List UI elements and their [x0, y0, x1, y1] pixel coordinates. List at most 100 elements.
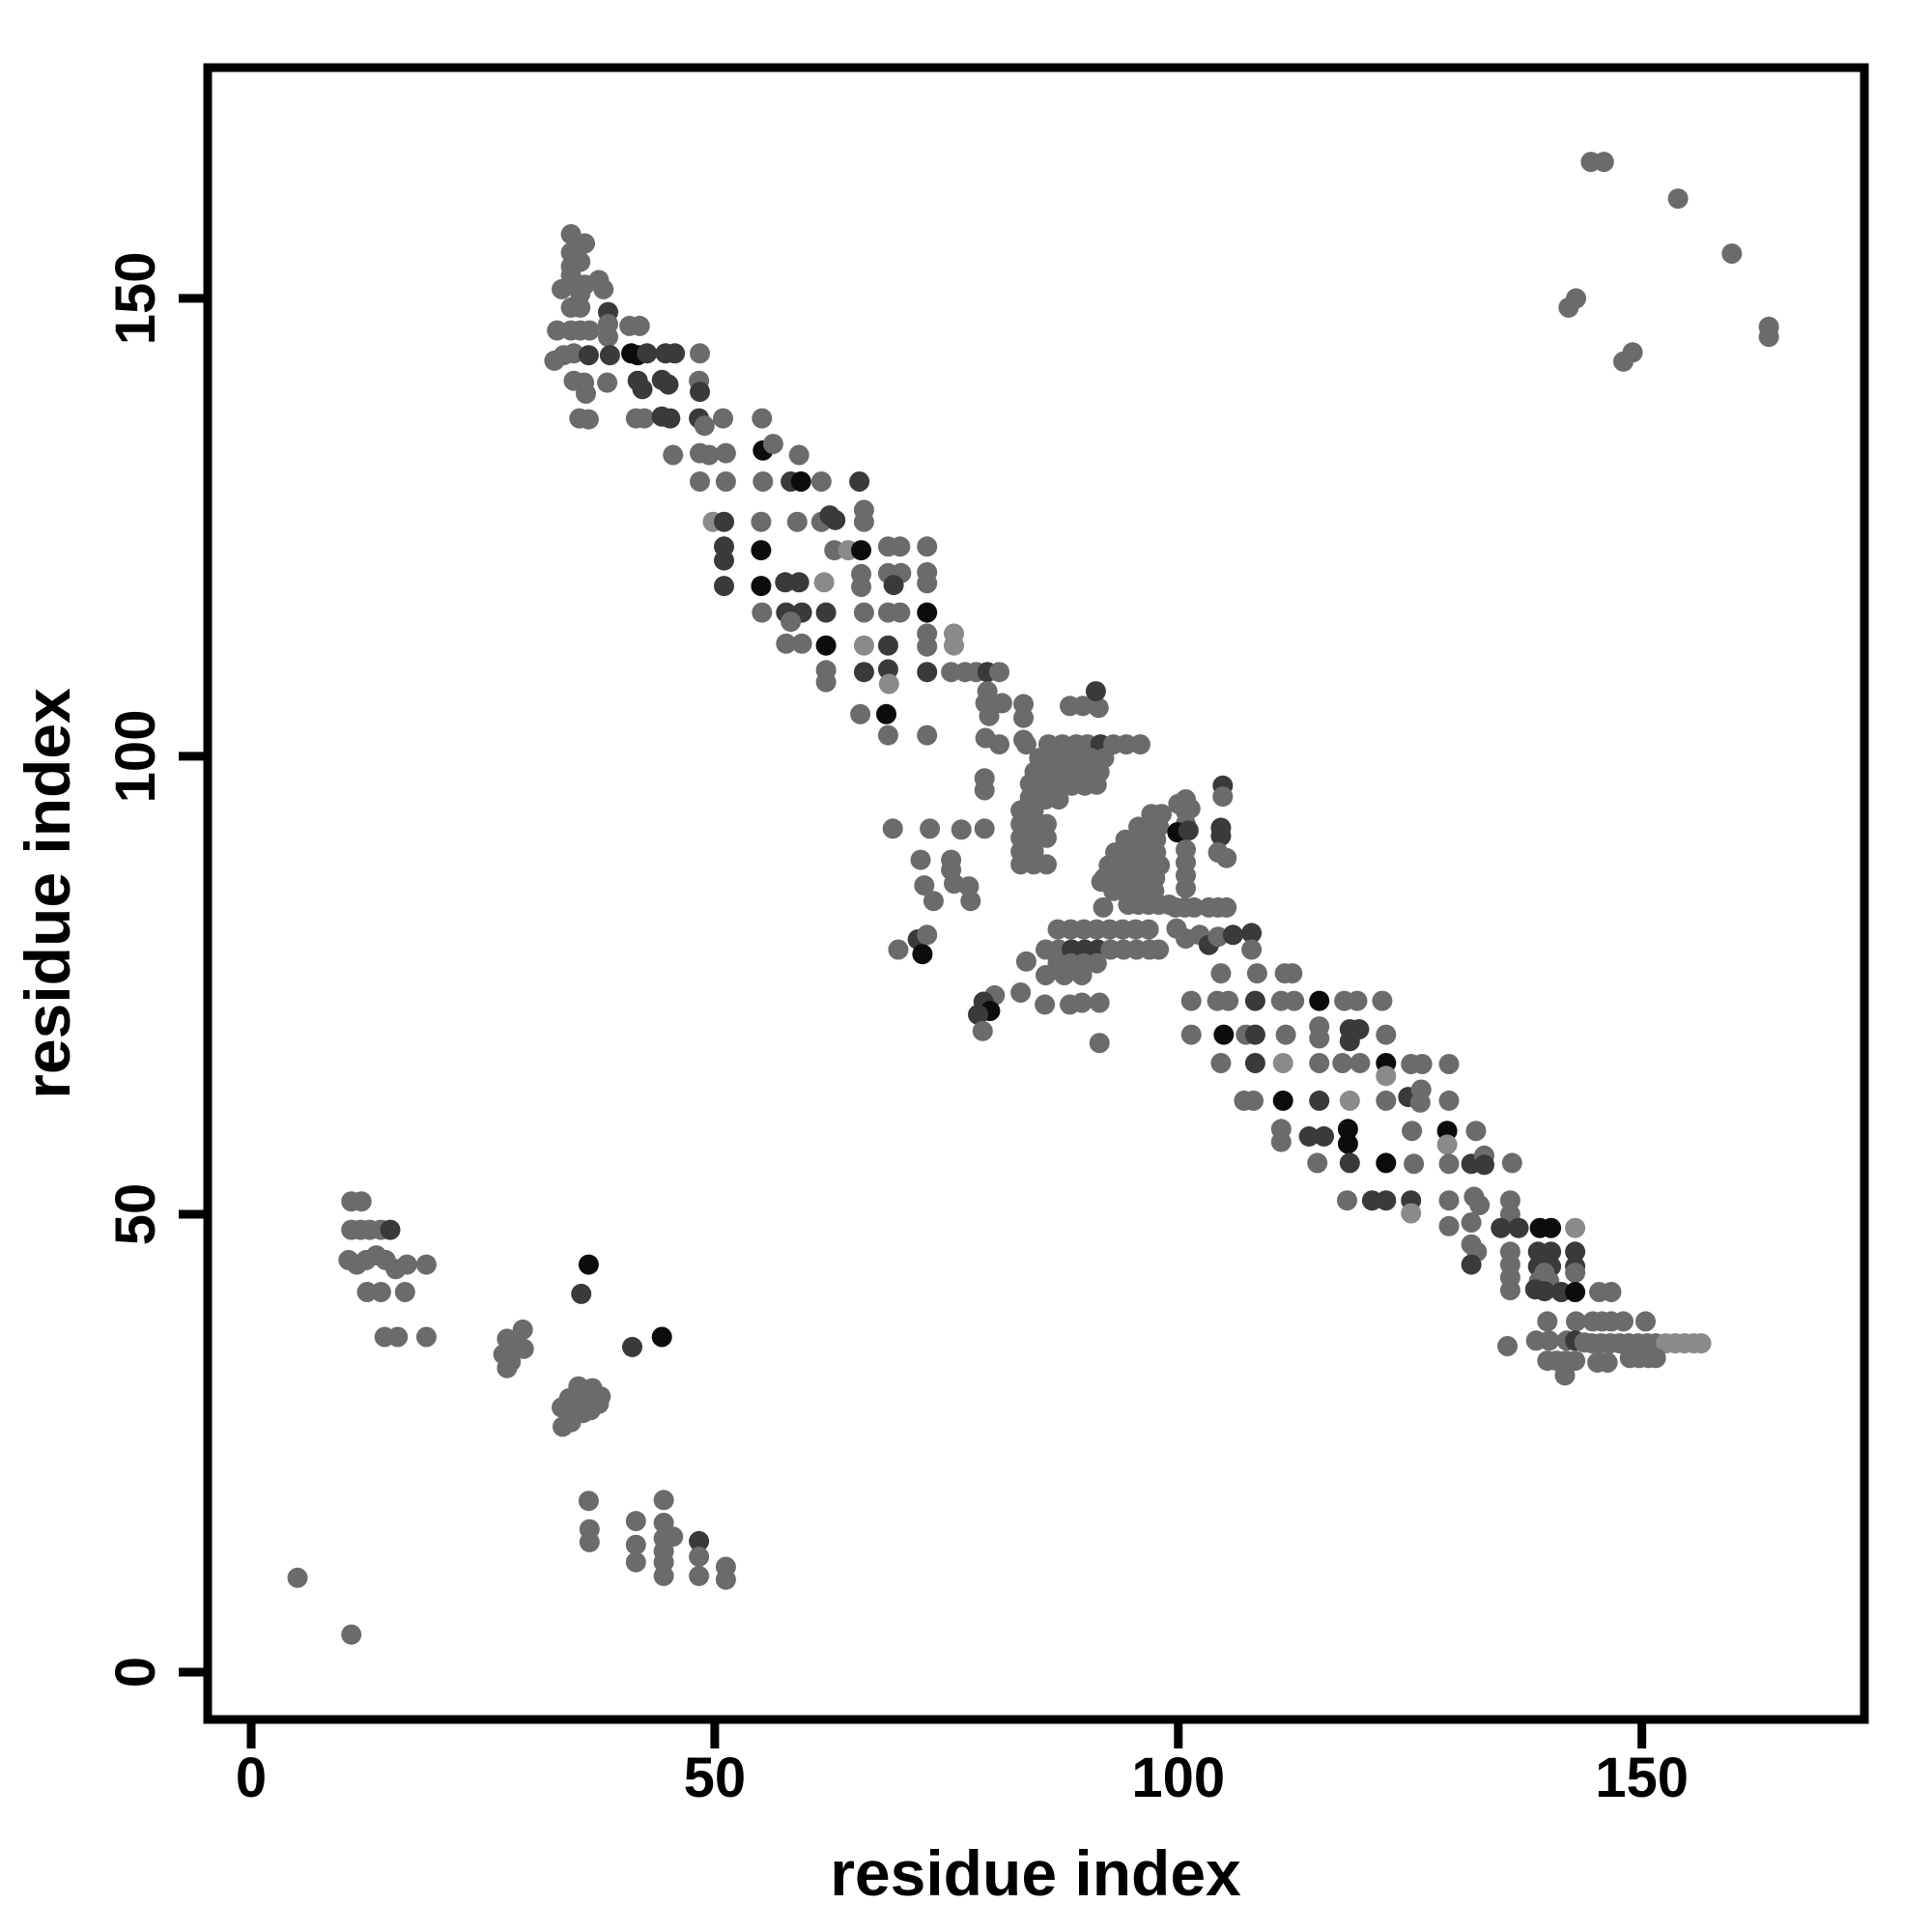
scatter-point: [1298, 1125, 1320, 1147]
scatter-point: [1534, 1281, 1555, 1302]
scatter-point: [625, 1551, 646, 1573]
scatter-point: [1339, 1031, 1360, 1052]
scatter-point: [715, 1569, 736, 1590]
scatter-point: [629, 315, 650, 336]
scatter-point: [1071, 992, 1093, 1013]
scatter-point: [1758, 327, 1779, 348]
scatter-point: [877, 635, 898, 656]
scatter-point: [1554, 1365, 1576, 1386]
scatter-point: [876, 703, 896, 724]
scatter-point: [1246, 963, 1267, 984]
scatter-point: [698, 444, 720, 466]
scatter-point: [1566, 288, 1586, 309]
scatter-point: [660, 408, 681, 429]
scatter-point: [1244, 1024, 1265, 1045]
scatter-point: [849, 471, 870, 492]
scatter-point: [917, 536, 938, 557]
scatter-point: [1309, 1053, 1330, 1073]
scatter-point: [1036, 965, 1056, 985]
scatter-point: [1275, 1024, 1296, 1045]
scatter-point: [1270, 1131, 1292, 1152]
scatter-point: [888, 939, 909, 960]
scatter-point: [1465, 1121, 1487, 1142]
scatter-point: [351, 1191, 372, 1212]
scatter-point: [813, 572, 835, 593]
scatter-point: [1438, 1215, 1460, 1236]
scatter-point: [598, 327, 618, 348]
scatter-point: [1086, 774, 1107, 795]
scatter-point: [1309, 990, 1330, 1011]
scatter-point: [853, 602, 874, 623]
scatter-point: [1213, 1024, 1235, 1045]
scatter-point: [1438, 1054, 1460, 1074]
scatter-point: [810, 471, 832, 492]
scatter-point: [1337, 1133, 1358, 1154]
scatter-point: [415, 1254, 437, 1275]
scatter-point: [1085, 681, 1106, 702]
scatter-point: [632, 379, 653, 400]
scatter-point: [851, 577, 871, 597]
scatter-point: [715, 471, 736, 492]
scatter-point: [663, 444, 684, 466]
scatter-point: [497, 1357, 518, 1378]
scatter-point: [1402, 1121, 1423, 1142]
scatter-point: [1438, 1190, 1460, 1211]
scatter-point: [968, 1004, 988, 1025]
scatter-point: [690, 382, 710, 403]
scatter-point: [1376, 1065, 1397, 1087]
scatter-point: [1138, 919, 1159, 940]
scatter-point: [578, 345, 599, 366]
scatter-point: [1149, 939, 1170, 960]
scatter-point: [917, 724, 938, 746]
scatter-point: [877, 659, 898, 680]
scatter-point: [1244, 1053, 1265, 1073]
scatter-point: [1376, 1152, 1397, 1174]
scatter-point: [781, 611, 802, 633]
scatter-point: [1404, 1153, 1425, 1175]
scatter-point: [1645, 1348, 1666, 1369]
x-axis-title: residue index: [830, 1837, 1241, 1909]
scatter-point: [694, 415, 715, 437]
scatter-point: [1565, 1350, 1586, 1372]
scatter-point: [923, 891, 944, 912]
scatter-point: [974, 818, 995, 839]
scatter-point: [1314, 1125, 1334, 1147]
scatter-point: [714, 550, 734, 571]
scatter-point: [1183, 896, 1205, 918]
scatter-point: [762, 434, 783, 455]
scatter-point: [883, 575, 904, 596]
scatter-point: [714, 576, 734, 597]
scatter-point: [1216, 896, 1237, 918]
scatter-point: [853, 635, 874, 656]
scatter-point: [1337, 1190, 1357, 1211]
scatter-point: [1474, 1154, 1494, 1176]
scatter-point: [689, 1547, 710, 1567]
scatter-point: [1241, 939, 1263, 960]
y-axis-ticks: 0 50 100 150: [104, 252, 208, 1688]
scatter-point: [599, 345, 620, 366]
scatter-point: [1071, 965, 1093, 985]
scatter-point: [1309, 1028, 1330, 1049]
scatter-point: [1537, 1311, 1558, 1332]
scatter-point: [1436, 1134, 1458, 1155]
scatter-point: [1565, 1282, 1586, 1302]
scatter-point: [1010, 982, 1032, 1003]
scatter-point: [547, 320, 568, 341]
scatter-point: [625, 1534, 646, 1555]
scatter-point: [1116, 734, 1137, 755]
scatter-point: [1461, 1254, 1482, 1275]
scatter-point: [663, 1526, 684, 1548]
scatter-point: [370, 1282, 391, 1302]
scatter-point: [1176, 878, 1196, 898]
scatter-point: [1565, 1217, 1586, 1238]
scatter-point: [972, 1020, 993, 1041]
x-axis-ticks: 0 50 100 150: [236, 1719, 1689, 1809]
scatter-point: [1088, 697, 1109, 719]
scatter-point: [853, 662, 874, 683]
scatter-point: [1339, 1090, 1360, 1111]
scatter-point: [1438, 1090, 1460, 1111]
scatter-point: [1721, 243, 1743, 264]
y-tick-label: 0: [104, 1657, 167, 1688]
scatter-point: [578, 1491, 599, 1512]
